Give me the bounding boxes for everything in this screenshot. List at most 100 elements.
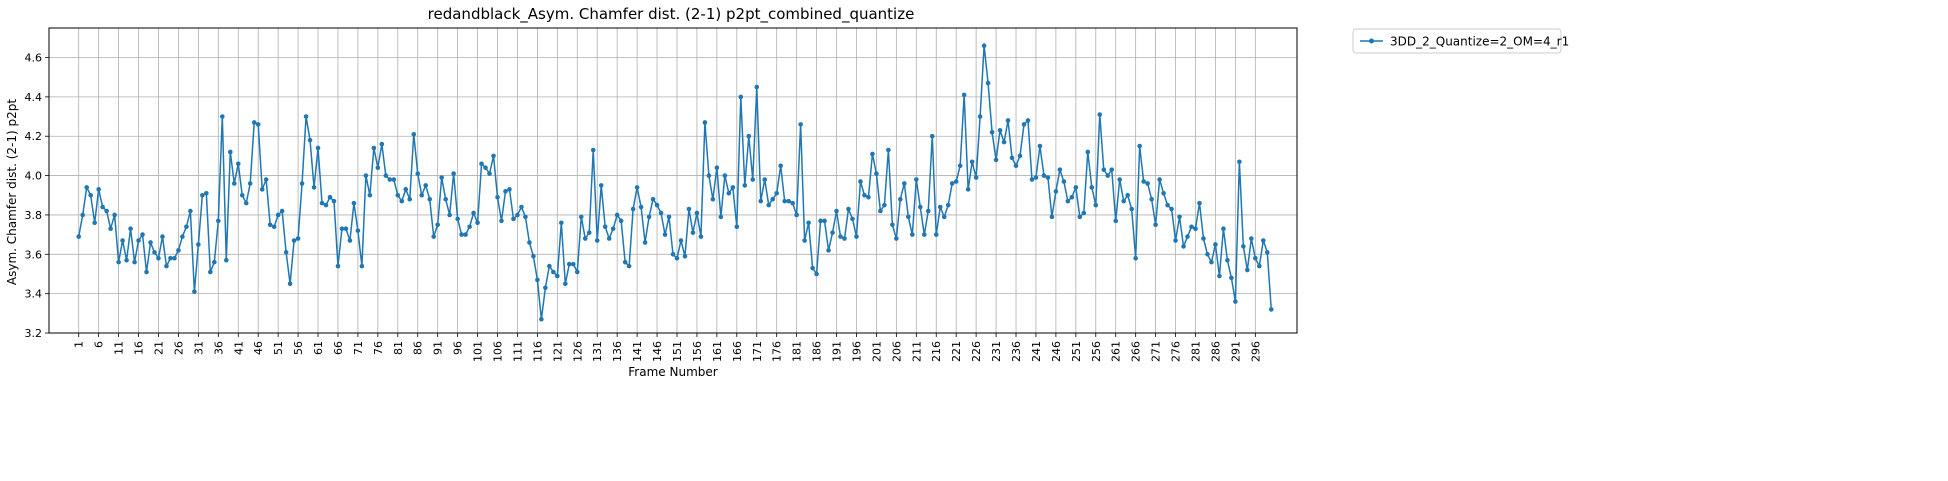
data-point [722, 173, 728, 178]
data-point [335, 263, 341, 269]
x-tick-label: 261 [1110, 341, 1123, 362]
data-point [914, 177, 919, 182]
data-point [1085, 149, 1091, 155]
data-point [730, 185, 736, 190]
x-tick-label: 6 [93, 341, 106, 348]
data-point [1268, 307, 1274, 312]
data-point [1113, 218, 1119, 224]
data-point [204, 190, 209, 196]
y-tick-label: 4.0 [25, 170, 43, 183]
data-point [407, 196, 413, 202]
x-tick-label: 276 [1170, 341, 1183, 362]
data-point [96, 187, 101, 192]
y-axis-label: Asym. Chamfer dist. (2-1) p2pt [5, 99, 19, 285]
data-point [383, 173, 389, 178]
x-tick-label: 211 [910, 341, 923, 362]
data-point [559, 220, 564, 226]
data-point [614, 212, 620, 218]
x-tick-label: 126 [571, 341, 584, 362]
data-point [678, 238, 684, 243]
data-point [610, 226, 616, 232]
x-tick-label: 221 [950, 341, 963, 362]
x-tick-label: 156 [691, 341, 704, 362]
data-point [1213, 242, 1218, 247]
data-point [451, 171, 456, 176]
data-point [1185, 234, 1190, 239]
data-point [391, 177, 397, 182]
data-point [965, 187, 971, 192]
data-point [1009, 155, 1015, 161]
data-point [1025, 118, 1031, 123]
y-tick-label: 3.8 [25, 209, 43, 222]
data-point [826, 248, 831, 253]
data-point [1261, 238, 1266, 243]
data-point [475, 220, 480, 226]
x-tick-label: 31 [192, 341, 205, 355]
data-point [977, 114, 983, 119]
data-point [674, 255, 680, 261]
data-point [874, 171, 879, 176]
data-point [235, 161, 241, 167]
data-point [291, 238, 297, 243]
data-point [1061, 179, 1067, 184]
data-point [547, 263, 552, 269]
data-point [479, 161, 484, 167]
data-point [403, 187, 409, 192]
data-point [271, 224, 277, 230]
data-point [878, 208, 883, 214]
data-point [782, 198, 787, 204]
x-tick-label: 61 [312, 341, 325, 355]
data-point [144, 269, 149, 275]
data-point [563, 281, 568, 287]
x-tick-label: 186 [811, 341, 824, 362]
data-point [1093, 202, 1099, 208]
data-point [1049, 214, 1055, 220]
data-point [1117, 177, 1123, 182]
data-point [223, 257, 229, 263]
data-point [303, 114, 309, 119]
data-point [1141, 179, 1146, 184]
data-point [279, 208, 285, 214]
data-point [463, 232, 468, 237]
data-point [690, 230, 696, 235]
data-point [487, 171, 492, 176]
data-point [447, 212, 452, 218]
data-point [239, 192, 245, 198]
x-tick-label: 121 [551, 341, 564, 362]
x-tick-label: 136 [611, 341, 624, 362]
x-tick-label: 111 [511, 341, 524, 362]
data-point [1249, 236, 1254, 241]
data-point [750, 177, 756, 182]
data-point [1005, 118, 1011, 123]
data-point [124, 257, 129, 263]
plot-area-frame [48, 27, 1298, 334]
data-point [208, 269, 213, 275]
x-tick-label: 216 [930, 341, 943, 362]
data-point [419, 192, 425, 198]
data-point [1145, 181, 1150, 186]
data-point [654, 202, 660, 208]
data-point [523, 214, 528, 220]
data-point [307, 137, 313, 143]
data-point [838, 234, 843, 239]
x-tick-label: 271 [1150, 341, 1163, 362]
data-point [1149, 196, 1154, 202]
chart-title: redandblack_Asym. Chamfer dist. (2-1) p2… [428, 5, 915, 24]
data-point [1065, 198, 1071, 204]
data-point [180, 234, 185, 239]
data-point [1089, 185, 1095, 190]
data-point [1233, 299, 1238, 304]
data-point [842, 236, 847, 241]
data-point [802, 238, 807, 243]
data-point [1205, 251, 1210, 257]
data-point [626, 263, 632, 269]
x-tick-label: 91 [432, 341, 445, 355]
data-point [455, 216, 460, 222]
data-point [846, 206, 851, 212]
data-point [570, 261, 576, 267]
data-point [515, 212, 520, 218]
data-point [555, 273, 560, 279]
x-tick-label: 181 [791, 341, 804, 362]
data-point [1137, 143, 1142, 149]
